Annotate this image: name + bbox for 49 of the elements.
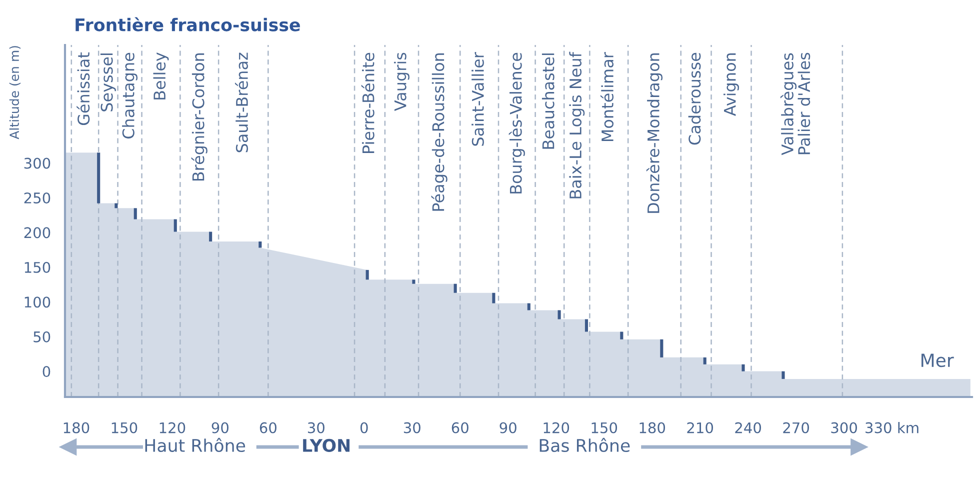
- text: Haut Rhône: [145, 438, 246, 452]
- x-tick-label: 30: [404, 422, 420, 434]
- ref-line-label: Brégnier-Cordon: [191, 53, 208, 181]
- y-tick-label: 0: [42, 366, 50, 378]
- x-tick-label: 120: [544, 422, 570, 434]
- ref-line-label: Donzère-Mondragon: [646, 53, 663, 213]
- ref-line-label: Sault-Brénaz: [234, 52, 248, 152]
- x-tick-label: 300: [831, 422, 857, 434]
- text: Bas Rhône: [540, 438, 630, 452]
- x-tick-label: 150: [112, 422, 138, 434]
- y-tick-label: 200: [24, 227, 50, 238]
- ref-line-label: Génissiat: [76, 52, 90, 126]
- text: LYON: [303, 438, 350, 452]
- x-tick-label: 180: [64, 422, 90, 434]
- y-axis-title: Altitude (en m): [9, 46, 21, 140]
- x-tick-label: 240: [735, 422, 761, 434]
- y-tick-label: 300: [24, 158, 50, 169]
- ref-line-label: Baix-Le Logis Neuf: [569, 52, 585, 198]
- x-tick-label: 0: [360, 422, 368, 434]
- x-tick-label: 90: [212, 422, 228, 434]
- x-tick-label: 150: [592, 422, 618, 434]
- ref-line-label: Vallabrègues Palier d'Arles: [780, 52, 810, 156]
- y-tick-label: 150: [24, 262, 50, 273]
- ref-line-label: Seyssel: [100, 54, 116, 112]
- x-tick-label: 210: [687, 422, 714, 434]
- x-tick-label: 60: [260, 422, 276, 434]
- ref-line-label: Belley: [153, 52, 169, 100]
- chart-title: Frontière franco-suisse: [76, 17, 300, 32]
- y-tick-label: 250: [24, 192, 50, 204]
- ref-line-label: Avignon: [724, 53, 739, 116]
- x-tick-label: 120: [160, 422, 186, 434]
- y-tick-label: 100: [24, 296, 50, 308]
- annotation: Mer: [922, 354, 954, 368]
- ref-line-label: Chautagne: [122, 52, 138, 138]
- ref-line-label: Bourg-lès-Valence: [508, 52, 525, 194]
- x-tick-label: 180: [640, 422, 666, 434]
- ref-line-label: Saint-Vallier: [472, 52, 484, 146]
- ref-line-label: Montélimar: [600, 52, 614, 142]
- y-tick-label: 50: [34, 331, 50, 342]
- x-tick-label: 270: [783, 422, 809, 434]
- x-tick-label: 30: [308, 422, 324, 434]
- ref-line-label: Beauchastel: [542, 54, 554, 149]
- ref-line-label: Caderousse: [688, 52, 701, 145]
- x-tick-label: 60: [452, 422, 468, 434]
- ref-line-label: Vaugris: [394, 52, 410, 111]
- x-tick-label: 330 km: [866, 422, 918, 434]
- ref-line-label: Péage-de-Roussillon: [431, 53, 448, 211]
- ref-line-label: Pierre-Bénite: [361, 52, 374, 153]
- x-tick-label: 90: [500, 422, 516, 434]
